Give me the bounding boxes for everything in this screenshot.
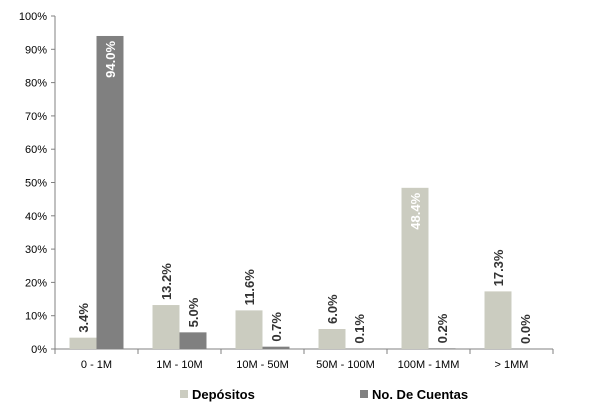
x-tick-label: 50M - 100M [316, 359, 375, 371]
x-tick-label: 10M - 50M [236, 359, 289, 371]
y-tick-label: 40% [25, 211, 47, 223]
data-label: 17.3% [491, 249, 506, 286]
legend-label: Depósitos [192, 387, 255, 402]
data-label: 0.0% [518, 314, 533, 344]
data-label: 13.2% [159, 263, 174, 300]
bar-no-de-cuentas [180, 332, 207, 349]
data-label: 6.0% [325, 294, 340, 324]
y-tick-label: 0% [31, 344, 47, 356]
bar-depositos [319, 329, 346, 349]
legend-swatch [180, 390, 188, 398]
bar-no-de-cuentas [429, 348, 456, 349]
legend-swatch [360, 390, 368, 398]
data-label: 0.1% [352, 314, 367, 344]
y-tick-label: 60% [25, 144, 47, 156]
bar-no-de-cuentas [97, 36, 124, 349]
data-label: 3.4% [76, 303, 91, 333]
x-tick-label: 1M - 10M [156, 359, 202, 371]
data-label: 11.6% [242, 269, 257, 306]
bar-no-de-cuentas [263, 347, 290, 349]
y-tick-label: 90% [25, 44, 47, 56]
data-label: 48.4% [408, 192, 423, 229]
y-tick-label: 70% [25, 111, 47, 123]
legend: Depósitos No. De Cuentas [180, 387, 468, 402]
bar-depositos [153, 305, 180, 349]
bar-depositos [70, 338, 97, 349]
legend-label: No. De Cuentas [372, 387, 468, 402]
x-axis-tick-labels: 0 - 1M 1M - 10M 10M - 50M 50M - 100M 100M - … [81, 359, 529, 371]
data-labels: 3.4% 13.2% 11.6% 6.0% 48.4% 17.3% 94.0% 5.0% 0.7… [76, 41, 533, 344]
x-tick-label: 0 - 1M [81, 359, 112, 371]
axes [51, 16, 553, 354]
bar-depositos [485, 291, 512, 349]
bars [70, 36, 512, 349]
x-tick-label: 100M - 1MM [398, 359, 460, 371]
x-tick-label: > 1MM [495, 359, 529, 371]
data-label: 5.0% [186, 297, 201, 327]
y-tick-label: 30% [25, 244, 47, 256]
y-tick-label: 20% [25, 277, 47, 289]
data-label: 94.0% [103, 41, 118, 78]
y-tick-label: 100% [19, 11, 47, 23]
data-label: 0.2% [435, 313, 450, 343]
y-tick-label: 50% [25, 178, 47, 190]
bar-depositos [236, 310, 263, 349]
y-tick-label: 80% [25, 78, 47, 90]
y-tick-label: 10% [25, 311, 47, 323]
y-axis-tick-labels: 0% 10% 20% 30% 40% 50% 60% 70% 80% 90% 100% [19, 11, 47, 356]
data-label: 0.7% [269, 312, 284, 342]
